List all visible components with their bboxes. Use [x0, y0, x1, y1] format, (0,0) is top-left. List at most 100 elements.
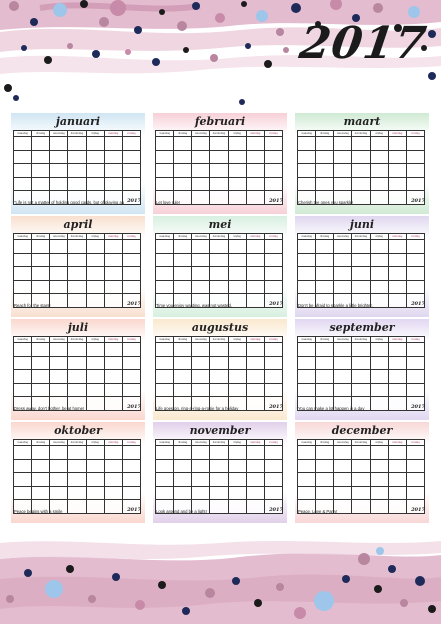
day-cell[interactable]: [369, 485, 389, 500]
day-cell[interactable]: [103, 136, 123, 151]
day-cell[interactable]: [387, 458, 407, 473]
day-cell[interactable]: [85, 485, 105, 500]
day-cell[interactable]: [154, 382, 175, 397]
day-cell[interactable]: [315, 355, 335, 370]
day-cell[interactable]: [31, 136, 51, 151]
day-cell[interactable]: [296, 149, 317, 164]
day-cell[interactable]: [49, 458, 69, 473]
day-cell[interactable]: [121, 163, 142, 178]
day-cell[interactable]: [263, 369, 284, 384]
day-cell[interactable]: [31, 472, 51, 487]
day-cell[interactable]: [31, 445, 51, 460]
day-cell[interactable]: [85, 342, 105, 357]
day-cell[interactable]: [173, 239, 193, 254]
day-cell[interactable]: [154, 266, 175, 281]
day-cell[interactable]: [103, 382, 123, 397]
day-cell[interactable]: [387, 252, 407, 267]
day-cell[interactable]: [351, 342, 371, 357]
day-cell[interactable]: [263, 252, 284, 267]
day-cell[interactable]: [121, 342, 142, 357]
day-cell[interactable]: [369, 382, 389, 397]
day-cell[interactable]: [121, 149, 142, 164]
day-cell[interactable]: [245, 445, 265, 460]
day-cell[interactable]: [173, 266, 193, 281]
day-cell[interactable]: [85, 369, 105, 384]
day-cell[interactable]: [67, 382, 87, 397]
day-cell[interactable]: [173, 382, 193, 397]
day-cell[interactable]: [49, 445, 69, 460]
day-cell[interactable]: [209, 252, 229, 267]
day-cell[interactable]: [333, 382, 353, 397]
day-cell[interactable]: [209, 239, 229, 254]
day-cell[interactable]: [333, 252, 353, 267]
day-cell[interactable]: [67, 355, 87, 370]
day-cell[interactable]: [263, 485, 284, 500]
day-cell[interactable]: [387, 136, 407, 151]
day-cell[interactable]: [245, 279, 265, 294]
day-cell[interactable]: [103, 239, 123, 254]
day-cell[interactable]: [31, 369, 51, 384]
day-cell[interactable]: [173, 163, 193, 178]
day-cell[interactable]: [12, 445, 33, 460]
day-cell[interactable]: [103, 445, 123, 460]
day-cell[interactable]: [351, 369, 371, 384]
day-cell[interactable]: [12, 149, 33, 164]
day-cell[interactable]: [387, 279, 407, 294]
day-cell[interactable]: [12, 355, 33, 370]
day-cell[interactable]: [315, 472, 335, 487]
day-cell[interactable]: [49, 342, 69, 357]
day-cell[interactable]: [315, 252, 335, 267]
day-cell[interactable]: [67, 176, 87, 191]
day-cell[interactable]: [121, 279, 142, 294]
day-cell[interactable]: [154, 355, 175, 370]
day-cell[interactable]: [121, 396, 142, 411]
day-cell[interactable]: [405, 293, 426, 308]
day-cell[interactable]: [227, 266, 247, 281]
day-cell[interactable]: [209, 369, 229, 384]
day-cell[interactable]: [369, 279, 389, 294]
day-cell[interactable]: [209, 485, 229, 500]
day-cell[interactable]: [12, 266, 33, 281]
day-cell[interactable]: [315, 369, 335, 384]
day-cell[interactable]: [154, 342, 175, 357]
day-cell[interactable]: [387, 472, 407, 487]
day-cell[interactable]: [315, 382, 335, 397]
day-cell[interactable]: [85, 279, 105, 294]
day-cell[interactable]: [67, 136, 87, 151]
day-cell[interactable]: [296, 369, 317, 384]
day-cell[interactable]: [154, 136, 175, 151]
day-cell[interactable]: [245, 149, 265, 164]
day-cell[interactable]: [351, 458, 371, 473]
day-cell[interactable]: [351, 149, 371, 164]
day-cell[interactable]: [333, 342, 353, 357]
day-cell[interactable]: [227, 342, 247, 357]
day-cell[interactable]: [333, 279, 353, 294]
day-cell[interactable]: [121, 266, 142, 281]
day-cell[interactable]: [191, 458, 211, 473]
day-cell[interactable]: [49, 472, 69, 487]
day-cell[interactable]: [405, 266, 426, 281]
day-cell[interactable]: [154, 458, 175, 473]
day-cell[interactable]: [369, 458, 389, 473]
day-cell[interactable]: [333, 472, 353, 487]
day-cell[interactable]: [351, 355, 371, 370]
day-cell[interactable]: [387, 176, 407, 191]
day-cell[interactable]: [209, 355, 229, 370]
day-cell[interactable]: [369, 355, 389, 370]
day-cell[interactable]: [173, 176, 193, 191]
day-cell[interactable]: [49, 279, 69, 294]
day-cell[interactable]: [315, 163, 335, 178]
day-cell[interactable]: [12, 239, 33, 254]
day-cell[interactable]: [405, 396, 426, 411]
day-cell[interactable]: [369, 163, 389, 178]
day-cell[interactable]: [49, 382, 69, 397]
day-cell[interactable]: [296, 252, 317, 267]
day-cell[interactable]: [209, 176, 229, 191]
day-cell[interactable]: [315, 136, 335, 151]
day-cell[interactable]: [369, 176, 389, 191]
day-cell[interactable]: [121, 485, 142, 500]
day-cell[interactable]: [333, 369, 353, 384]
day-cell[interactable]: [387, 149, 407, 164]
day-cell[interactable]: [85, 136, 105, 151]
day-cell[interactable]: [405, 252, 426, 267]
